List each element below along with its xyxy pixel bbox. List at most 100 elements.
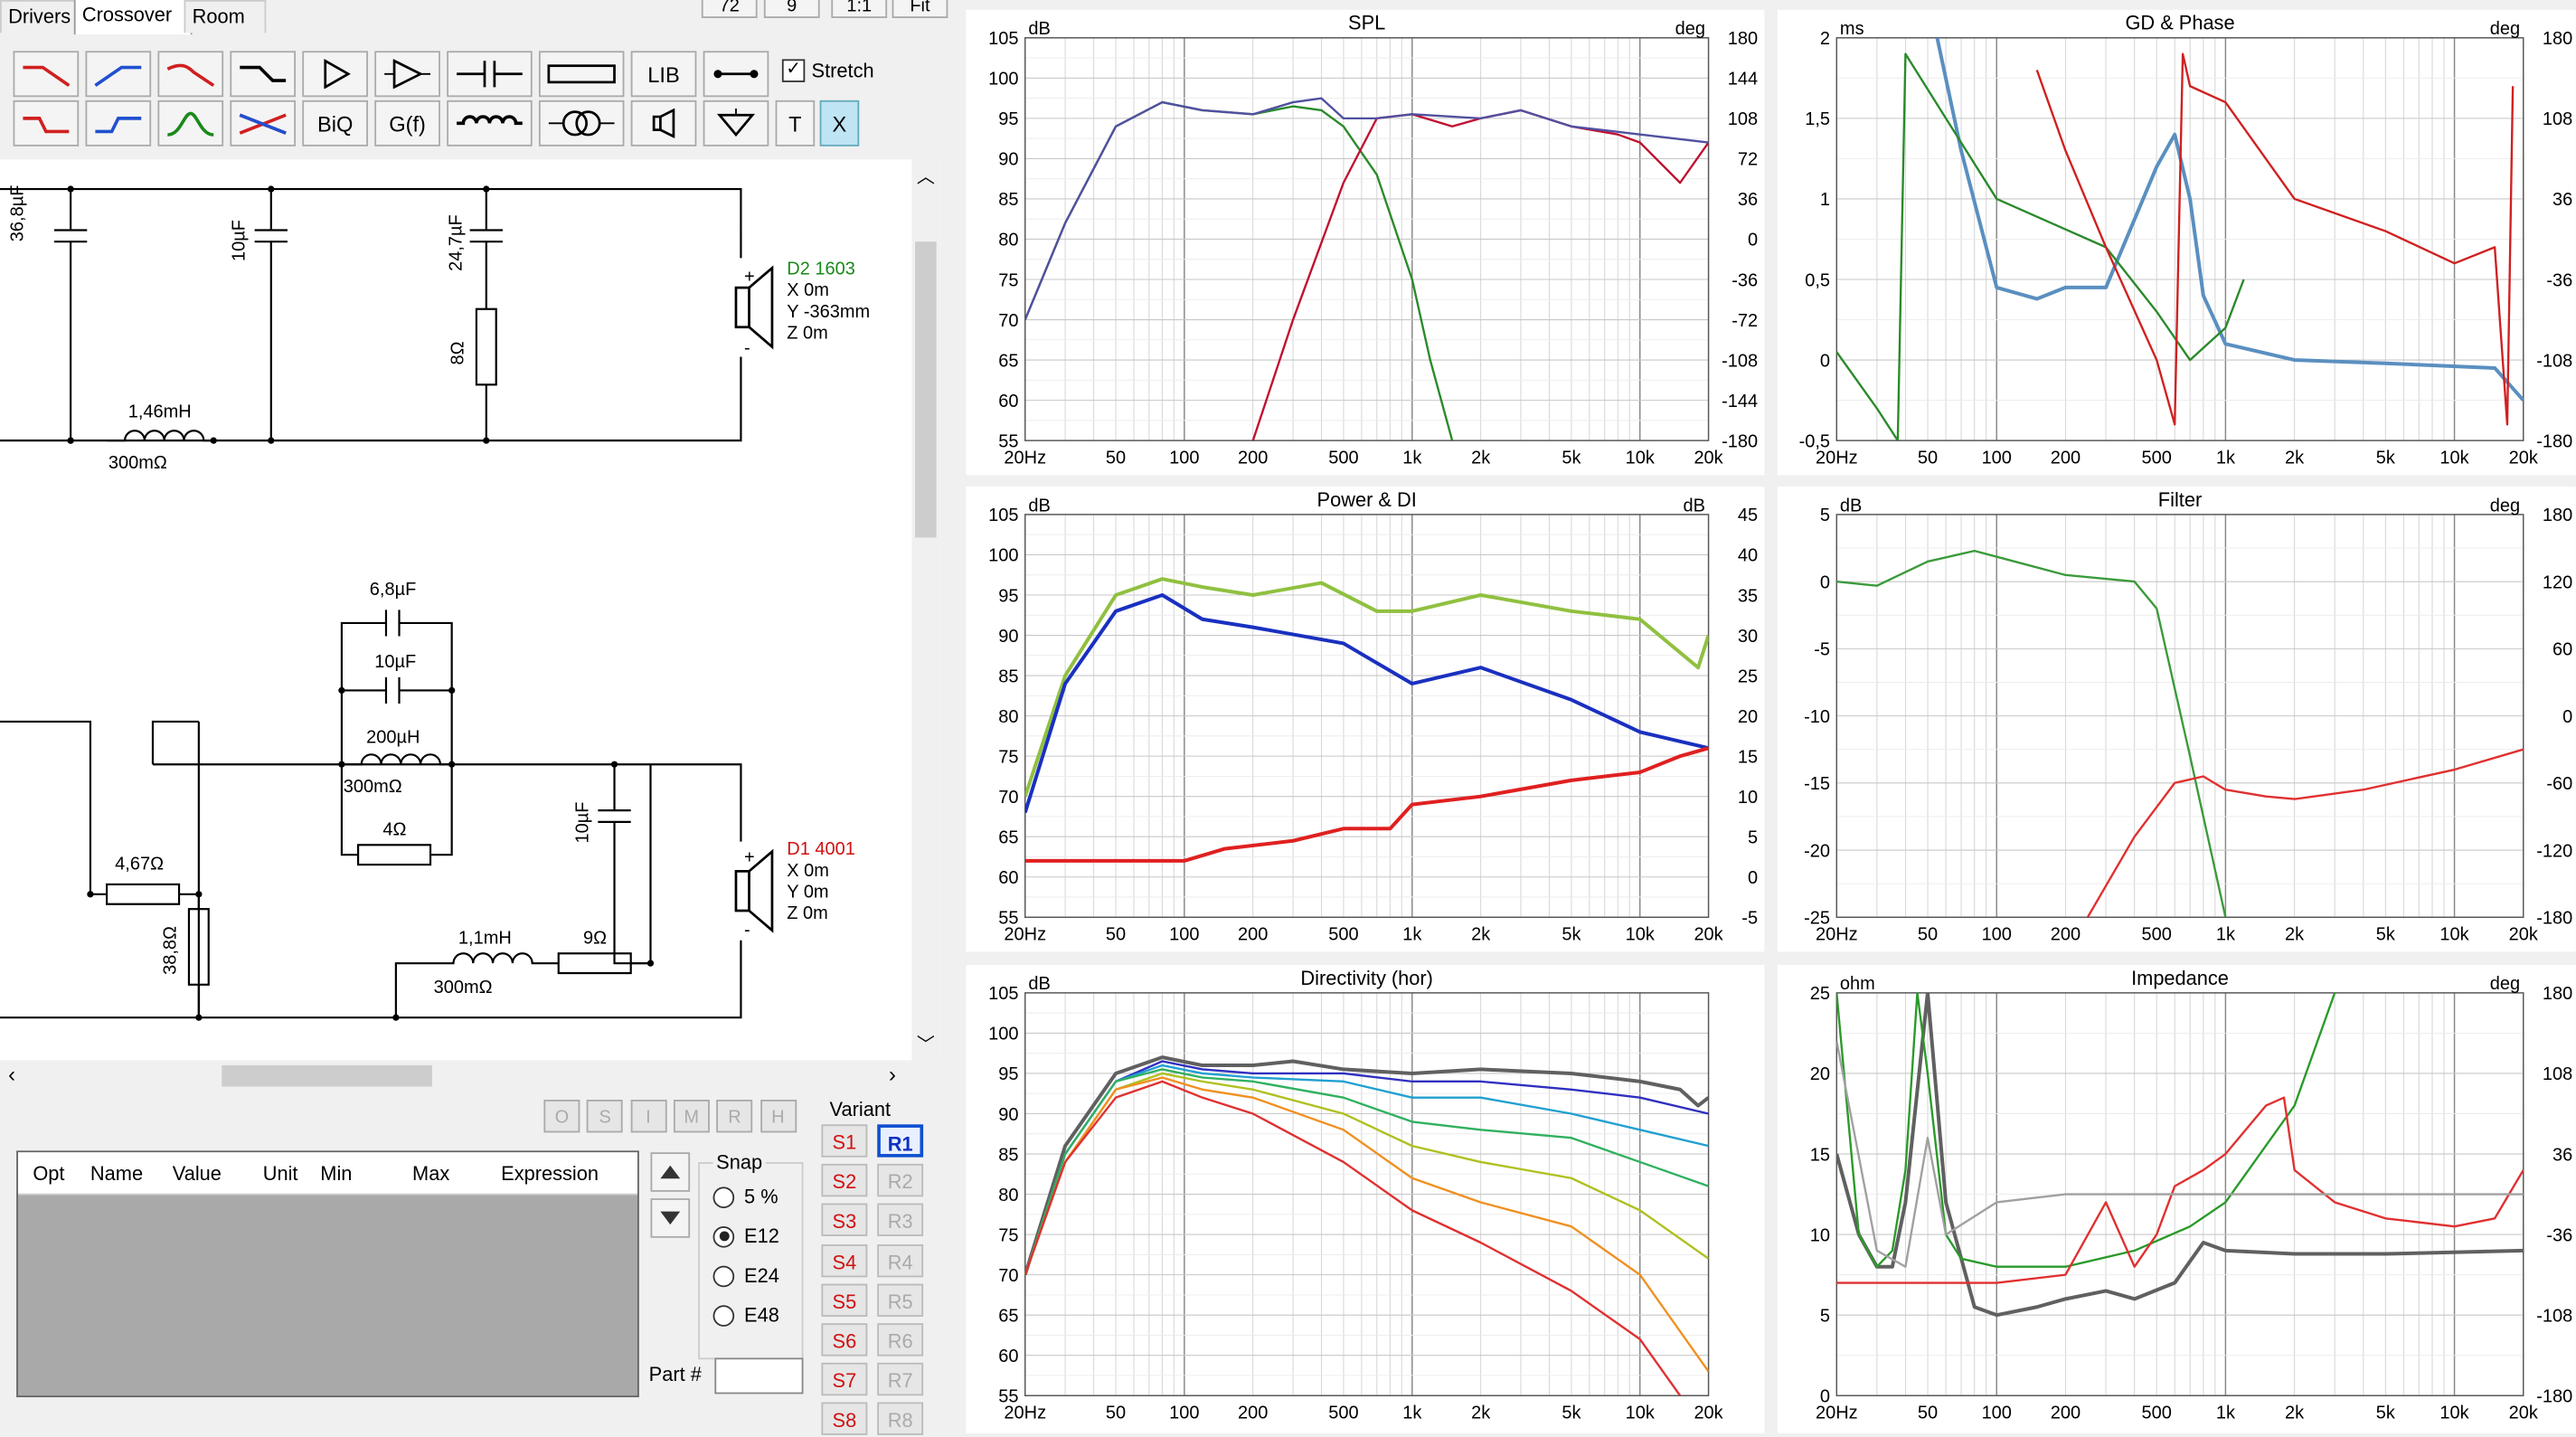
scroll-right-icon[interactable]: › [888,1062,896,1087]
column-header-name[interactable]: Name [90,1162,144,1186]
variant-r5[interactable]: R5 [877,1283,924,1317]
snap-option-e48[interactable]: E48 [712,1303,779,1327]
optimizer-button-i[interactable]: I [629,1100,666,1133]
inductor-label-a: 200µH [366,728,420,749]
driver-d2-label: D2 1603 X 0m Y -363mm Z 0m [787,260,870,345]
variant-r1[interactable]: R1 [877,1124,924,1158]
driver-d1-label: D1 4001 X 0m Y 0m Z 0m [787,840,855,926]
snap-option-e24[interactable]: E24 [712,1263,779,1288]
resistor-label-c: 38,8Ω [161,926,181,975]
resistor-label-a: 4Ω [382,820,407,840]
column-header-expression[interactable]: Expression [501,1162,599,1186]
lowpass-shelf-button[interactable] [230,51,297,98]
driver-d1-z: Z 0m [787,903,828,924]
notch-button[interactable] [230,99,297,147]
variant-r2[interactable]: R2 [877,1164,924,1197]
column-header-min[interactable]: Min [320,1162,353,1186]
tab-drivers[interactable]: Drivers [0,0,82,33]
biquad-label: BiQ [316,110,354,136]
buffer-button[interactable] [302,51,368,98]
variant-label: Variant [829,1098,892,1121]
variant-s7[interactable]: S7 [821,1363,868,1396]
schematic-canvas[interactable]: + - + - 36,8µF 10µF 24,7µF 8Ω 1,46mH 300mΩ… [0,159,940,1061]
snap-option-e12[interactable]: E12 [712,1224,779,1248]
x-button[interactable]: X [819,99,860,147]
capacitor-button[interactable] [447,51,533,98]
horizontal-scroll-thumb[interactable] [222,1064,432,1087]
variant-s4[interactable]: S4 [821,1243,868,1277]
snap-option-label: E24 [744,1263,779,1288]
snap-option-5[interactable]: 5 % [712,1186,778,1208]
variant-s2[interactable]: S2 [821,1164,868,1197]
variant-s8[interactable]: S8 [821,1403,868,1436]
cap-label-b: 10µF [374,652,417,673]
variant-r3[interactable]: R3 [877,1204,924,1237]
checkbox-icon: ✓ [781,59,806,82]
zoom-button-3[interactable]: Fit [892,0,948,18]
wire-button[interactable] [703,51,769,98]
scroll-up-icon[interactable]: ︿ [916,167,935,188]
tab-room[interactable]: Room [184,0,267,33]
ground-button[interactable] [703,99,769,147]
optimizer-button-r[interactable]: R [716,1100,753,1133]
scroll-left-icon[interactable]: ‹ [8,1062,15,1087]
highpass-3-button[interactable] [85,99,152,147]
variant-r4[interactable]: R4 [877,1243,924,1277]
gf-button[interactable]: G(f) [374,99,440,147]
optimizer-button-m[interactable]: M [673,1100,710,1133]
optimizer-button-h[interactable]: H [760,1100,797,1133]
variant-s1[interactable]: S1 [821,1124,868,1158]
driver-d2-x: X 0m [787,280,829,301]
part-input[interactable] [714,1357,804,1394]
t-button[interactable]: T [775,99,816,147]
cap-label-a: 6,8µF [369,580,417,600]
resistor-button[interactable] [538,51,625,98]
x-label: X [832,110,847,136]
left-pane: Drivers Crossover Room 72 9 1:1 Fit LIB ✓ Str… [0,0,953,1436]
lowpass-2-button[interactable] [157,51,224,98]
optimizer-button-o[interactable]: O [543,1100,580,1133]
svg-text:-: - [744,338,750,358]
driver-d2-z: Z 0m [787,324,828,344]
variant-r7[interactable]: R7 [877,1363,924,1396]
biquad-button[interactable]: BiQ [302,99,368,147]
library-button[interactable]: LIB [630,51,697,98]
variant-r6[interactable]: R6 [877,1323,924,1357]
move-down-button[interactable] [650,1198,691,1238]
tab-crossover[interactable]: Crossover [73,0,193,35]
inverting-buffer-button[interactable] [374,51,440,98]
lowpass-3-button[interactable] [13,99,80,147]
column-header-unit[interactable]: Unit [262,1162,298,1186]
driver-button[interactable] [630,99,697,147]
svg-text:-: - [744,920,750,940]
vertical-scrollbar[interactable]: ︿ ﹀ [911,159,940,1061]
schematic-drawing: + - + - [0,185,774,1021]
scroll-down-icon[interactable]: ﹀ [916,1035,935,1055]
variant-r8[interactable]: R8 [877,1403,924,1436]
column-header-opt[interactable]: Opt [33,1162,65,1186]
transformer-button[interactable] [538,99,625,147]
stretch-checkbox[interactable]: ✓ Stretch [781,59,874,82]
column-header-value[interactable]: Value [172,1162,222,1186]
library-label: LIB [647,61,680,87]
optimizer-table[interactable]: Opt Name Value Unit Min Max Expression [16,1150,639,1398]
inductor-label-b: 1,1mH [458,929,512,949]
variant-s3[interactable]: S3 [821,1204,868,1237]
horizontal-scrollbar[interactable]: ‹ › [0,1062,912,1091]
zoom-button-0[interactable]: 72 [701,0,758,18]
lowpass-1-button[interactable] [13,51,80,98]
driver-d2-name: D2 1603 [787,260,855,280]
snap-label: Snap [712,1150,766,1174]
bandpass-button[interactable] [157,99,224,147]
variant-s5[interactable]: S5 [821,1283,868,1317]
column-header-max[interactable]: Max [412,1162,450,1186]
optimizer-button-s[interactable]: S [587,1100,624,1133]
inductor-button[interactable] [447,99,533,147]
variant-s6[interactable]: S6 [821,1323,868,1357]
highpass-1-button[interactable] [85,51,152,98]
driver-d1-y: Y 0m [787,883,829,903]
move-up-button[interactable] [650,1152,691,1192]
vertical-scroll-thumb[interactable] [915,241,937,538]
zoom-button-2[interactable]: 1:1 [831,0,888,18]
zoom-button-1[interactable]: 9 [763,0,820,18]
